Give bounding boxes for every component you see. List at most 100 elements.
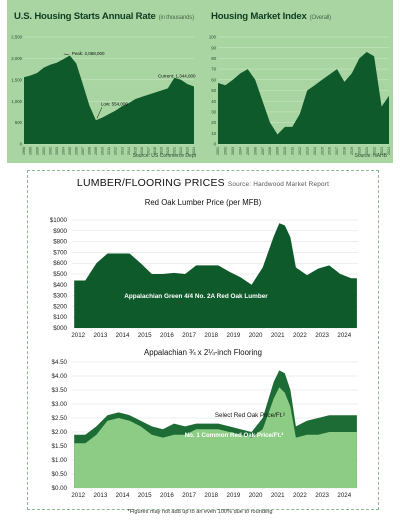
flooring-chart-title: Appalachian ¾ x 2¼-inch Flooring: [144, 348, 262, 357]
lumber-ytick-label: $400: [53, 282, 67, 289]
flooring-ytick-label: $3.00: [52, 401, 68, 408]
hs-xtick-label: 2004: [61, 147, 65, 155]
lumber-xtick-label: 2014: [116, 332, 130, 339]
lumber-title: LUMBER/FLOORING PRICES: [76, 177, 225, 189]
hs-ytick-label: 2,000: [11, 56, 22, 61]
hmi-xtick-label: 2013: [305, 147, 309, 155]
hmi-ytick-label: 100: [209, 35, 217, 40]
lumber-ytick-label: $200: [53, 303, 67, 310]
flooring-xtick-label: 2022: [293, 492, 307, 499]
lumber-ytick-label: $500: [53, 271, 67, 278]
lumber-ytick-label: $800: [53, 239, 67, 246]
lumber-xtick-label: 2023: [315, 332, 329, 339]
hs-xtick-label: 2010: [101, 147, 105, 155]
lumber-series-label: Appalachian Green 4/4 No. 2A Red Oak Lum…: [124, 293, 268, 300]
hs-ytick-label: 1,000: [11, 99, 22, 104]
lumber-source: Source: Hardwood Market Report: [227, 181, 330, 188]
flooring-ytick-label: $1.50: [52, 443, 68, 450]
hs-ytick-label: 2,500: [11, 35, 22, 40]
hs-xtick-label: 2019: [160, 147, 164, 155]
low-arrow: [96, 107, 103, 119]
housing-starts-unit: (in thousands): [158, 15, 194, 21]
hmi-ytick-label: 50: [211, 88, 216, 93]
hmi-ytick-label: 20: [211, 120, 216, 125]
flooring-xtick-label: 2017: [182, 492, 196, 499]
hs-xtick-label: 2008: [88, 147, 92, 155]
hs-xtick-label: 2001: [42, 147, 46, 155]
flooring-ytick-label: $2.50: [52, 415, 68, 422]
hs-xtick-label: 2002: [48, 147, 52, 155]
flooring-xtick-label: 2024: [337, 492, 351, 499]
flooring-select-label: Select Red Oak Price/Ft.²: [215, 412, 285, 419]
flooring-xtick-label: 2020: [249, 492, 263, 499]
housing-starts-source: Source: US Commerce Dept: [132, 153, 196, 159]
hs-xtick-label: 2000: [35, 147, 39, 155]
hmi-xtick-label: 2010: [283, 147, 287, 155]
flooring-xtick-label: 2023: [315, 492, 329, 499]
flooring-common-area: [74, 387, 357, 488]
flooring-ytick-label: $0.00: [52, 485, 68, 492]
hs-xtick-label: 2018: [153, 147, 157, 155]
lumber-xtick-label: 2022: [293, 332, 307, 339]
hs-xtick-label: 2007: [81, 147, 85, 155]
housing-market-chart: Housing Market Index (Overall) 0 10 20 30 40 5…: [203, 0, 393, 163]
lumber-flooring-svg: Red Oak Lumber Price (per MFB) $000 $100 $2…: [50, 198, 358, 499]
flooring-xtick-label: 2015: [138, 492, 152, 499]
lumber-xtick-label: 2019: [227, 332, 241, 339]
hs-area: [24, 55, 194, 144]
housing-starts-title: U.S. Housing Starts Annual Rate: [14, 11, 156, 22]
hmi-area: [218, 52, 389, 144]
current-annotation: Current: 1,344,000: [158, 73, 196, 78]
hmi-xtick-label: 2020: [358, 147, 362, 155]
hmi-xtick-label: 2023: [380, 147, 384, 155]
lumber-xtick-label: 2015: [138, 332, 152, 339]
flooring-ytick-label: $3.50: [52, 387, 68, 394]
housing-panel: U.S. Housing Starts Annual Rate (in thous…: [7, 0, 393, 163]
hs-xtick-label: 2020: [166, 147, 170, 155]
housing-market-unit: (Overall): [309, 15, 331, 21]
lumber-xtick-label: 2021: [271, 332, 285, 339]
flooring-ytick-label: $0.50: [52, 471, 68, 478]
hs-xtick-label: 2009: [94, 147, 98, 155]
hs-xtick-label: 2024: [192, 147, 196, 155]
hmi-ytick-label: 80: [211, 56, 216, 61]
footnote: *Figures may not add up to an even 100% …: [127, 509, 273, 515]
hs-xtick-label: 1998: [22, 147, 26, 155]
hmi-xtick-label: 2007: [261, 147, 265, 155]
lumber-ytick-label: $1000: [50, 217, 68, 224]
hs-xtick-label: 2006: [75, 147, 79, 155]
lumber-ytick-label: $600: [53, 260, 67, 267]
lumber-ytick-label: $700: [53, 249, 67, 256]
flooring-ytick-label: $1.00: [52, 457, 68, 464]
flooring-xtick-label: 2014: [116, 492, 130, 499]
flooring-xtick-label: 2013: [94, 492, 108, 499]
lumber-ytick-label: $000: [53, 325, 67, 332]
hmi-ytick-label: 10: [211, 131, 216, 136]
hs-ytick-label: 1,500: [11, 77, 22, 82]
housing-starts-svg: 0 500 1,000 1,500 2,000 2,500 1998 1999 2000 2001…: [11, 35, 196, 155]
hs-xtick-label: 2012: [114, 147, 118, 155]
flooring-xtick-label: 2019: [227, 492, 241, 499]
flooring-ytick-label: $4.50: [52, 359, 68, 366]
lumber-flooring-box: LUMBER/FLOORING PRICES Source: Hardwood M…: [27, 170, 379, 510]
lumber-xtick-label: 2018: [204, 332, 218, 339]
flooring-common-label: No. 1 Common Red Oak Price/Ft.²: [185, 432, 284, 439]
hmi-ytick-label: 70: [211, 67, 216, 72]
lumber-xtick-label: 2013: [94, 332, 108, 339]
hmi-xtick-label: 2012: [298, 147, 302, 155]
flooring-ytick-label: $2.00: [52, 429, 68, 436]
peak-arrow: [63, 53, 69, 55]
lumber-xtick-label: 2016: [160, 332, 174, 339]
hmi-ytick-label: 30: [211, 110, 216, 115]
flooring-xtick-label: 2016: [160, 492, 174, 499]
hmi-xtick-label: 2008: [268, 147, 272, 155]
hs-xtick-label: 1999: [29, 147, 33, 155]
hmi-xtick-label: 2024: [387, 147, 391, 155]
hmi-xtick-label: 2011: [291, 147, 295, 155]
flooring-xtick-label: 2018: [204, 492, 218, 499]
lumber-xtick-label: 2020: [249, 332, 263, 339]
hs-xtick-label: 2022: [179, 147, 183, 155]
lumber-ytick-label: $100: [53, 314, 67, 321]
hmi-ytick-label: 60: [211, 77, 216, 82]
hs-xtick-label: 2021: [173, 147, 177, 155]
